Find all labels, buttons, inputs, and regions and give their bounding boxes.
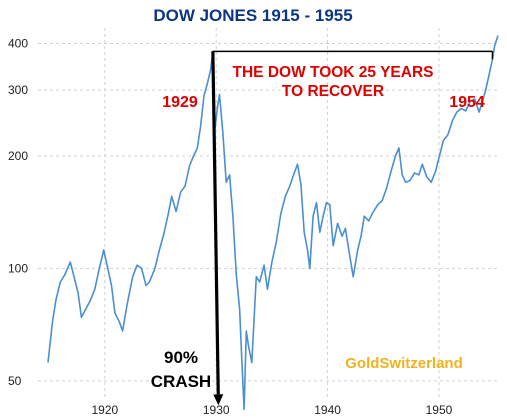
y-tick-label: 200 [8,149,28,163]
x-gridlines [104,28,440,398]
brand-watermark: GoldSwitzerland [345,355,463,372]
year-end-label: 1954 [449,94,485,111]
y-tick-label: 50 [8,374,22,388]
crash-arrow-shaft [211,51,220,395]
series-group [47,35,499,410]
annotation-group [211,50,494,406]
x-tick-labels: 1920 1930 1940 1950 [91,403,452,417]
chart-title: DOW JONES 1915 - 1955 [153,6,352,25]
y-gridlines [38,42,498,382]
crash-label-line1: 90% [164,348,198,367]
recovery-note-line2: TO RECOVER [282,83,384,100]
y-tick-labels: 50 100 200 300 400 [8,36,28,387]
x-tick-label: 1930 [203,403,230,417]
y-tick-label: 300 [8,83,28,97]
crash-arrow-head [213,394,224,406]
y-tick-label: 100 [8,261,28,275]
x-tick-label: 1920 [91,403,118,417]
year-start-label: 1929 [162,94,198,111]
x-tick-label: 1950 [426,403,453,417]
dow-series-line [47,35,499,410]
crash-label-line2: CRASH [151,372,211,391]
recovery-note-line1: THE DOW TOOK 25 YEARS [233,64,434,81]
y-tick-label: 400 [8,36,28,50]
x-tick-label: 1940 [314,403,341,417]
